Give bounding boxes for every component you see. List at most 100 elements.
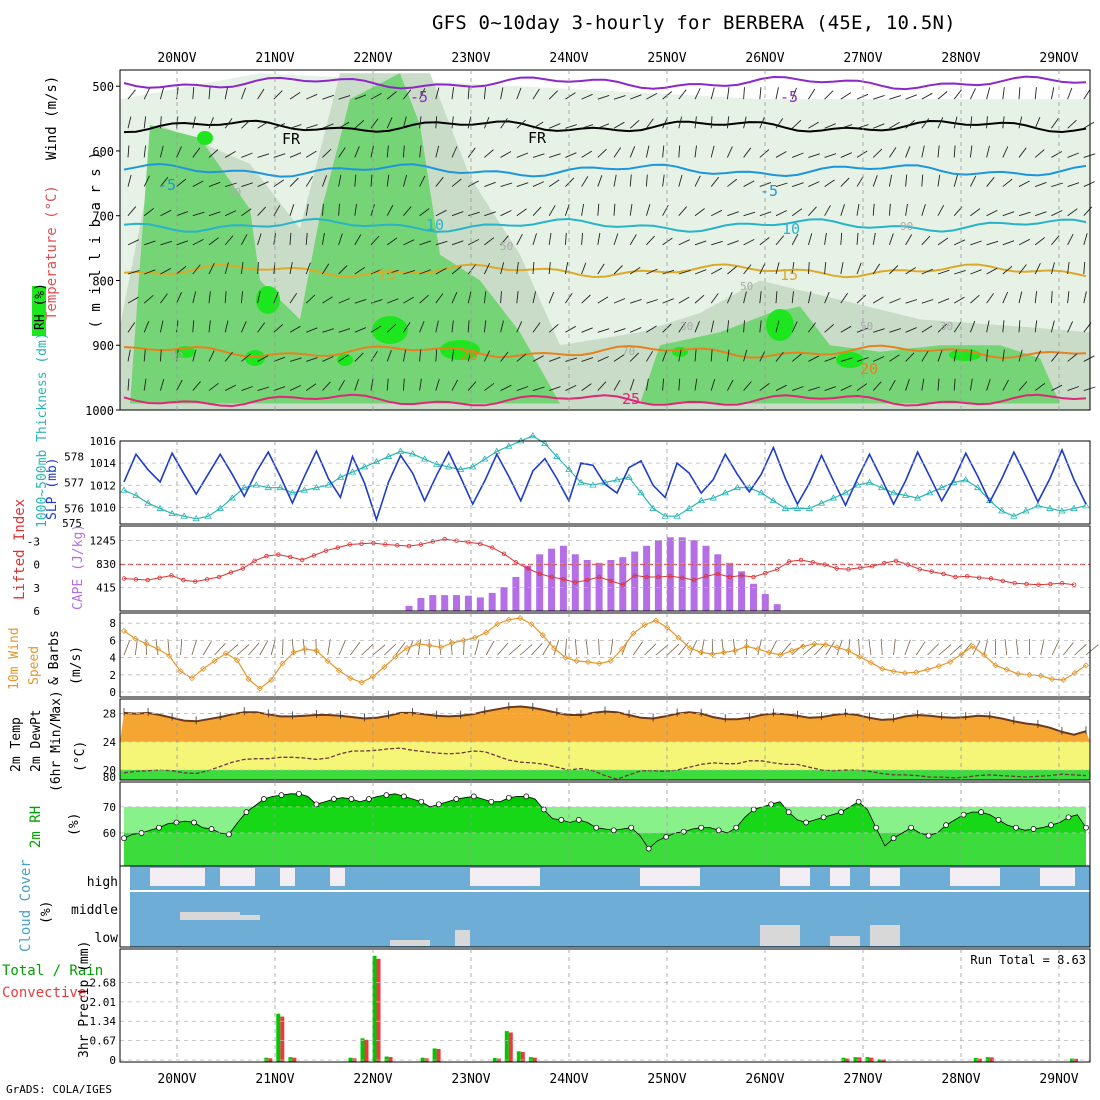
cape-bar — [524, 565, 532, 611]
wind-barb — [1018, 147, 1027, 158]
precip-total-bar — [372, 955, 377, 1062]
low-cloud-gap — [870, 925, 900, 946]
wind-barb — [678, 206, 688, 217]
thickness-point — [168, 509, 176, 517]
wind-barb — [905, 379, 910, 391]
wind-barb — [710, 209, 723, 217]
wind-barb — [370, 351, 378, 362]
wind-barb — [338, 298, 350, 304]
wind-barb — [208, 181, 221, 187]
surface-wind-barb — [868, 639, 872, 656]
wind-barb — [208, 149, 219, 158]
surface-wind-barb — [802, 644, 816, 656]
rh2m-point — [156, 824, 162, 831]
wind-barb — [597, 175, 603, 187]
wind-barb — [1018, 291, 1023, 304]
wind-speed-point — [856, 653, 863, 660]
wind-barb — [1050, 262, 1055, 275]
wind-barb — [451, 178, 462, 187]
wind-barb — [289, 262, 293, 275]
wind-barb — [678, 89, 687, 100]
wind-barb — [694, 88, 701, 100]
wind-barb — [726, 320, 730, 333]
wind-barb — [856, 294, 867, 304]
wind-label-group: (m/s) — [69, 646, 84, 685]
wind-speed-point — [573, 657, 580, 665]
slp-tick-label: 1016 — [90, 435, 117, 448]
li-point — [1024, 581, 1029, 587]
cape-bar — [417, 598, 425, 611]
li-point — [668, 574, 673, 579]
wind-barb — [338, 328, 351, 333]
thickness-point — [589, 481, 597, 488]
wind-barb — [467, 116, 472, 129]
wind-barb — [516, 87, 522, 100]
rh2m-point — [348, 796, 355, 802]
top-date-label: 20NOV — [157, 51, 196, 66]
wind-barb — [451, 116, 454, 129]
rh-core-7 — [766, 309, 794, 341]
wind-barb — [873, 94, 885, 100]
wind-barb — [1067, 291, 1070, 304]
wind-speed-point — [1048, 676, 1056, 683]
temp-label-group: 2m Temp — [9, 717, 24, 772]
wind-barb — [613, 147, 622, 158]
slp-axis-label: SLP (mb) — [45, 457, 60, 520]
slp-labels: 1000~500mb Thickness (dm) — [35, 332, 50, 528]
wind-barb — [986, 116, 988, 129]
rh2m-point — [418, 798, 425, 805]
wind-speed-point — [845, 647, 852, 654]
wind-barb — [759, 320, 762, 333]
precip-convective-bar — [845, 1058, 850, 1062]
wind-barb — [986, 378, 991, 391]
wind-barb — [467, 87, 470, 100]
wind-barb — [807, 233, 813, 245]
wind-barb — [629, 352, 639, 362]
wind-barb — [1002, 379, 1009, 391]
wind-barb — [775, 351, 784, 362]
cape-bar — [750, 583, 757, 611]
surface-wind-barb — [1063, 642, 1074, 656]
wind-barb — [646, 93, 658, 100]
wind-barb — [403, 239, 415, 246]
rh2m-point — [208, 826, 215, 832]
surface-wind-barb — [847, 639, 851, 656]
wind-barb — [192, 180, 204, 187]
high-cloud-gap — [1040, 868, 1075, 886]
surface-wind-barb — [1004, 639, 1008, 656]
li-point — [810, 560, 815, 565]
wind-barb — [986, 145, 990, 158]
precip-convective-bar — [364, 1039, 369, 1062]
wind-barb — [888, 174, 893, 187]
wind-barb — [176, 178, 187, 187]
wind-barb — [1051, 118, 1059, 129]
wind-barb — [564, 232, 567, 245]
thickness-point — [384, 452, 393, 459]
wind-barb — [597, 94, 610, 100]
wind-barb — [775, 182, 788, 188]
wind-barb — [435, 209, 447, 217]
wind-barb — [743, 264, 752, 275]
rh2m-point — [523, 793, 530, 800]
wind-barb — [808, 386, 821, 392]
wind-barb — [840, 325, 852, 333]
wind-barb — [225, 210, 237, 217]
pressure-tick-label: 1000 — [85, 404, 114, 418]
li-point — [644, 574, 649, 580]
rh2m-point — [540, 806, 547, 813]
wind-barb — [1034, 117, 1041, 129]
thickness-point — [192, 515, 200, 522]
wind-barb — [403, 296, 415, 304]
wind-barb — [257, 181, 269, 187]
wind-barb — [273, 153, 286, 158]
li-point — [288, 554, 293, 560]
cape-bar — [476, 597, 484, 611]
wind-barb — [808, 153, 820, 158]
wind-barb — [581, 262, 587, 275]
wind-barb — [338, 174, 342, 187]
wind-barb — [484, 211, 496, 217]
wind-barb — [435, 176, 444, 187]
wind-barb — [824, 90, 834, 100]
wind-barb — [629, 174, 632, 187]
rh2m-label-group: 2m RH — [28, 806, 44, 848]
